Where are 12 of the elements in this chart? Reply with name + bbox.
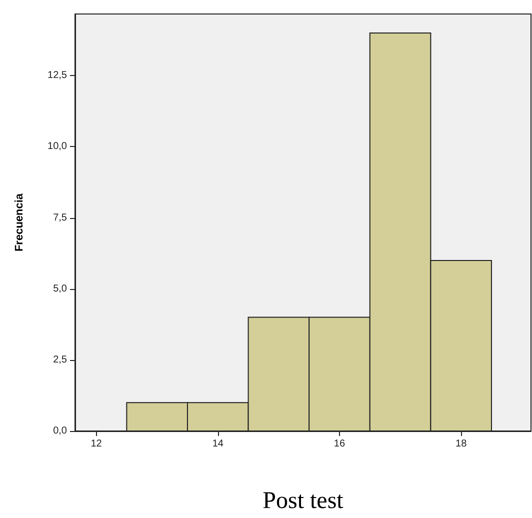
y-tick-label: 0,0 [53, 426, 68, 436]
x-tick-label: 12 [90, 438, 102, 450]
y-tick-label: 2,5 [53, 354, 68, 366]
y-tick-label: 12,5 [48, 70, 68, 82]
y-tick-label: 10,0 [48, 141, 68, 152]
x-tick-label: 18 [456, 438, 468, 450]
y-axis-title: Frecuencia [14, 192, 26, 252]
y-tick-label: 5,0 [53, 283, 68, 294]
x-axis-title: Post test [262, 488, 344, 514]
x-tick-label: 14 [212, 438, 224, 450]
y-tick-label: 7,5 [53, 212, 68, 224]
x-tick-label: 16 [334, 438, 346, 450]
